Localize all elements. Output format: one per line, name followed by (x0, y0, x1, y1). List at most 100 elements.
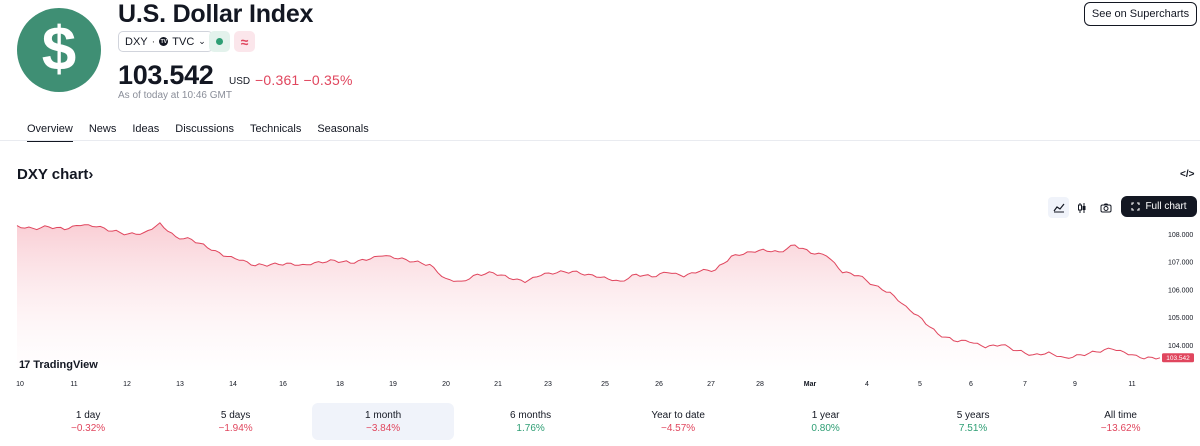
period-label: 5 days (220, 409, 251, 421)
period-year-to-date[interactable]: Year to date −4.57% (607, 403, 749, 440)
period-change: −4.57% (661, 422, 696, 434)
tradingview-watermark: 17 TradingView (19, 359, 98, 371)
y-tick-label: 104.000 (1168, 343, 1193, 350)
x-tick-label: 6 (969, 381, 973, 388)
y-tick-label: 108.000 (1168, 232, 1193, 239)
tab-overview[interactable]: Overview (19, 119, 81, 142)
see-on-supercharts-button[interactable]: See on Supercharts (1084, 2, 1197, 26)
market-open-dot-icon (216, 38, 223, 45)
period-label: All time (1104, 409, 1137, 421)
period-change: −3.84% (366, 422, 401, 434)
x-tick-label: 14 (229, 381, 237, 388)
period-all-time[interactable]: All time −13.62% (1050, 403, 1192, 440)
x-tick-label: 12 (123, 381, 131, 388)
series-line (16, 222, 1161, 360)
x-tick-label: 27 (707, 381, 715, 388)
period-label: 1 day (75, 409, 101, 421)
price-tag-background (1162, 353, 1194, 363)
x-tick-label: 5 (918, 381, 922, 388)
change-absolute: −0.361 (255, 72, 300, 88)
period-5-days[interactable]: 5 days −1.94% (165, 403, 307, 440)
period-change: −13.62% (1100, 422, 1141, 434)
tab-divider (0, 140, 1200, 141)
y-tick-label: 106.000 (1168, 287, 1193, 294)
full-chart-label: Full chart (1145, 201, 1187, 212)
embed-code-icon[interactable]: </> (1180, 169, 1195, 180)
period-change: 7.51% (958, 422, 988, 434)
x-tick-label: 18 (336, 381, 344, 388)
tab-news[interactable]: News (88, 123, 117, 135)
x-tick-label: 13 (176, 381, 184, 388)
period-label: 5 years (956, 409, 990, 421)
price-change: −0.361 −0.35% (255, 72, 353, 88)
x-tick-label: Mar (804, 381, 817, 388)
y-tick-label: 105.000 (1168, 315, 1193, 322)
period-6-months[interactable]: 6 months 1.76% (460, 403, 602, 440)
expand-icon (1131, 202, 1140, 211)
area-fill (17, 222, 1160, 370)
x-tick-label: 19 (389, 381, 397, 388)
page-title: U.S. Dollar Index (118, 0, 314, 28)
tab-ideas[interactable]: Ideas (132, 123, 160, 135)
period-change: 1.76% (516, 422, 545, 434)
x-tick-label: 10 (16, 381, 24, 388)
currency-label: USD (229, 76, 251, 87)
area-chart-type-button[interactable] (1048, 197, 1069, 218)
period-change: 0.80% (811, 422, 840, 434)
chart-area-fill (17, 222, 1160, 370)
performance-periods: 1 day −0.32% 5 days −1.94% 1 month −3.84% 6 mo… (17, 403, 1197, 440)
y-axis: 108.000 107.000 106.000 105.000 104.000 (1168, 232, 1193, 350)
tradingview-brand-label: TradingView (33, 359, 98, 371)
change-percent: −0.35% (303, 72, 353, 88)
snapshot-button[interactable] (1095, 197, 1116, 218)
price-tag-label: 103.542 (1166, 355, 1190, 362)
x-tick-label: 25 (601, 381, 609, 388)
current-price-tag: 103.542 (1162, 353, 1194, 363)
full-chart-button[interactable]: Full chart (1121, 196, 1197, 217)
period-1-year[interactable]: 1 year 0.80% (755, 403, 897, 440)
x-tick-label: 7 (1023, 381, 1027, 388)
tab-technicals[interactable]: Technicals (249, 123, 302, 135)
x-tick-label: 26 (655, 381, 663, 388)
x-tick-label: 21 (494, 381, 502, 388)
period-label: 6 months (510, 409, 552, 421)
period-5-years[interactable]: 5 years 7.51% (902, 403, 1044, 440)
last-price: 103.542 (118, 60, 214, 90)
exchange-label: TVC (172, 35, 195, 48)
wave-icon[interactable]: ≈ (234, 31, 255, 52)
chart-price-line (16, 222, 1161, 360)
tab-seasonals[interactable]: Seasonals (317, 123, 369, 135)
chevron-down-icon: ⌄ (198, 36, 206, 46)
x-tick-label: 23 (544, 381, 552, 388)
symbol-exchange-selector[interactable]: DXY · TV TVC ⌄ (118, 31, 213, 52)
period-label: 1 year (811, 409, 840, 421)
separator: · (151, 35, 156, 48)
period-label: 1 month (365, 409, 402, 421)
period-1-month[interactable]: 1 month −3.84% (312, 403, 455, 440)
x-axis: 10 11 12 13 14 16 18 19 20 21 23 25 26 27 28 Mar 4 5 6 7 9 11 (16, 381, 1136, 388)
price-chart[interactable]: 108.000 107.000 106.000 105.000 104.000 10 11… (0, 220, 1200, 400)
period-1-day[interactable]: 1 day −0.32% (17, 403, 159, 440)
dollar-logo: $ (17, 8, 101, 92)
candles-chart-type-button[interactable] (1071, 197, 1092, 218)
as-of-timestamp: As of today at 10:46 GMT (118, 90, 232, 101)
period-change: −0.32% (71, 422, 106, 434)
candles-icon (1077, 202, 1085, 213)
period-label: Year to date (651, 409, 705, 421)
tab-discussions[interactable]: Discussions (175, 123, 234, 135)
area-chart-icon (1053, 203, 1064, 212)
x-tick-label: 11 (70, 381, 77, 388)
x-tick-label: 11 (1128, 381, 1135, 388)
x-tick-label: 20 (442, 381, 450, 388)
tv-exchange-icon: TV (159, 37, 169, 46)
camera-icon (1100, 203, 1111, 212)
symbol-label: DXY (125, 35, 148, 48)
x-tick-label: 16 (279, 381, 287, 388)
market-status-button[interactable] (209, 31, 230, 52)
x-tick-label: 9 (1073, 381, 1077, 388)
x-tick-label: 4 (865, 381, 869, 388)
y-tick-label: 107.000 (1168, 260, 1193, 267)
period-change: −1.94% (218, 422, 253, 434)
chart-title-link[interactable]: DXY chart› (17, 166, 94, 183)
tradingview-logo-icon: 17 (19, 359, 30, 371)
